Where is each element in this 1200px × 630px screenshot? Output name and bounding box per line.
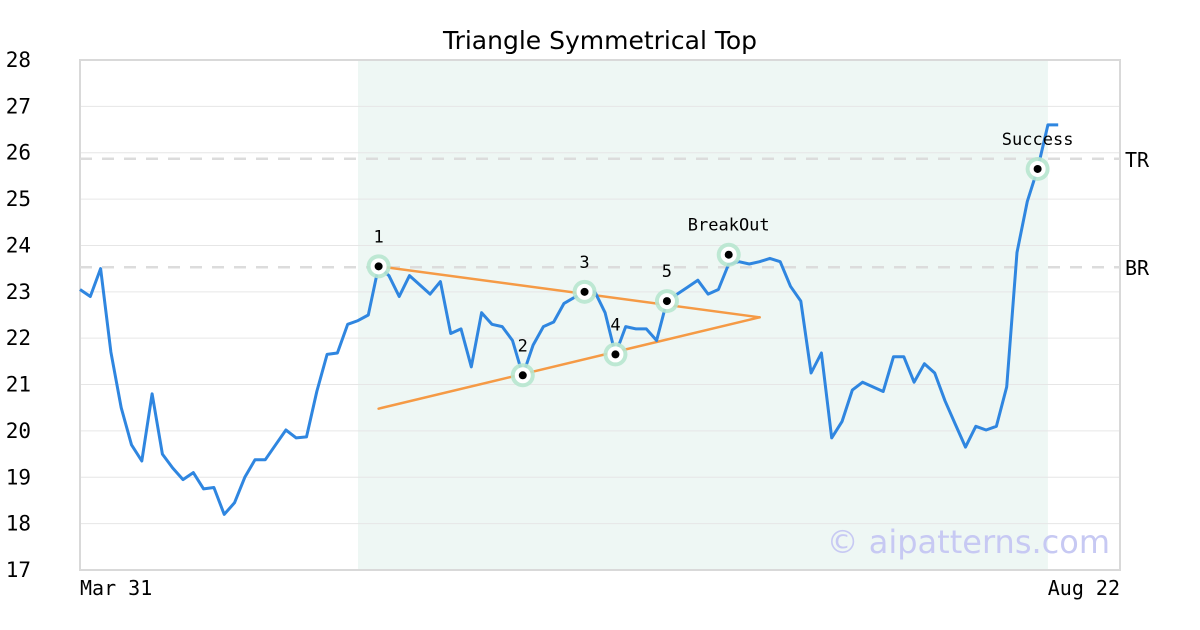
y-tick-label-22: 22 xyxy=(6,326,31,350)
annotation-label-2: 2 xyxy=(518,336,528,356)
x-tick-label-0: Mar 31 xyxy=(80,576,152,600)
annotation-markers: 1 2 3 4 5 BreakOut Success xyxy=(366,130,1074,388)
marker-dot-1 xyxy=(374,262,383,271)
y-tick-label-23: 23 xyxy=(6,280,31,304)
y-tick-label-26: 26 xyxy=(6,141,31,165)
x-axis-ticks: Mar 31 Aug 22 xyxy=(80,576,1120,600)
reference-label-tr: TR xyxy=(1125,148,1150,172)
y-axis-ticks: 17 18 19 20 21 22 23 24 25 26 27 28 xyxy=(6,48,31,582)
marker-dot-4 xyxy=(611,350,620,359)
trend-lines xyxy=(377,265,761,410)
y-tick-label-21: 21 xyxy=(6,373,31,397)
annotation-label-breakout: BreakOut xyxy=(688,216,770,236)
annotation-label-success: Success xyxy=(1002,130,1074,150)
reference-lines: TR BR xyxy=(80,148,1150,280)
chart-title: Triangle Symmetrical Top xyxy=(442,26,757,55)
marker-dot-breakout xyxy=(724,250,733,259)
marker-dot-3 xyxy=(580,287,589,296)
price-series-line xyxy=(79,123,1059,516)
annotation-label-5: 5 xyxy=(662,262,672,282)
y-tick-label-24: 24 xyxy=(6,233,31,257)
marker-dot-5 xyxy=(662,297,671,306)
annotation-label-1: 1 xyxy=(373,227,383,247)
y-tick-label-19: 19 xyxy=(6,465,31,489)
reference-label-br: BR xyxy=(1125,256,1150,280)
y-tick-label-27: 27 xyxy=(6,94,31,118)
pattern-highlight-region xyxy=(358,60,1048,570)
y-tick-label-25: 25 xyxy=(6,187,31,211)
trend-line-2 xyxy=(377,316,761,410)
plot-frame xyxy=(79,59,1121,571)
grid-lines xyxy=(80,59,1120,571)
x-tick-label-1: Aug 22 xyxy=(1048,576,1120,600)
y-tick-label-18: 18 xyxy=(6,512,31,536)
watermark: © aipatterns.com xyxy=(827,523,1110,561)
marker-dot-success xyxy=(1033,164,1042,173)
trend-line-1 xyxy=(377,265,761,319)
y-tick-label-17: 17 xyxy=(6,558,31,582)
annotation-label-4: 4 xyxy=(610,315,620,335)
y-tick-label-20: 20 xyxy=(6,419,31,443)
y-tick-label-28: 28 xyxy=(6,48,31,72)
annotation-label-3: 3 xyxy=(579,253,589,273)
marker-dot-2 xyxy=(518,371,527,380)
